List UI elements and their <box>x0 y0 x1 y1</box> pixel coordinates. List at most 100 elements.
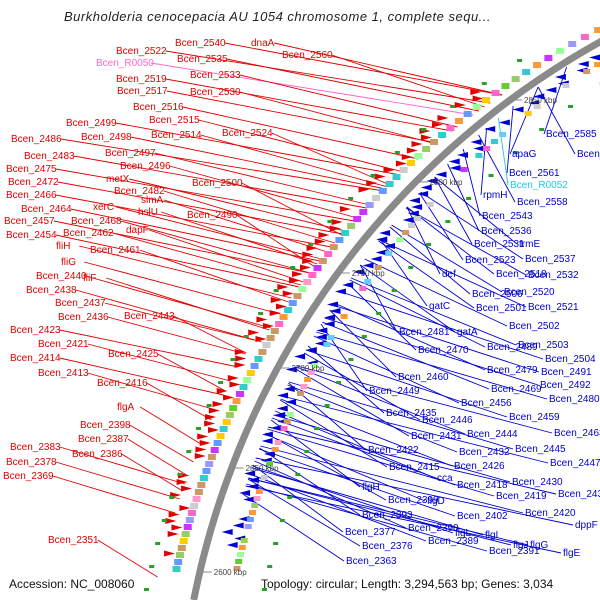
gene-label[interactable]: def <box>442 269 456 280</box>
gene-label[interactable]: Bcen_2489 <box>487 342 538 353</box>
gene-label[interactable]: Bcen_2514 <box>151 130 202 141</box>
gene-label[interactable]: Bcen_2516 <box>133 102 184 113</box>
gene-label[interactable]: apaG <box>512 149 537 160</box>
gene-label[interactable]: Bcen_2498 <box>81 132 132 143</box>
gene-label[interactable]: Bcen_2443 <box>124 311 175 322</box>
gene-label[interactable]: Bcen_2475 <box>6 164 57 175</box>
gene-label[interactable]: Bcen_2535 <box>177 54 228 65</box>
gene-label[interactable]: gatA <box>457 327 478 338</box>
gene-label[interactable]: Bcen_2486 <box>11 134 62 145</box>
gene-label[interactable]: Bcen_2426 <box>454 461 505 472</box>
gene-label[interactable]: Bcen_2416 <box>97 378 148 389</box>
gene-label[interactable]: Bcen_2504 <box>545 354 596 365</box>
gene-label[interactable]: hslU <box>138 207 158 218</box>
gene-label[interactable]: Bcen_2530 <box>190 87 241 98</box>
gene-label[interactable]: flgD <box>427 496 445 507</box>
gene-label[interactable]: Bcen_2398 <box>80 420 131 431</box>
gene-label[interactable]: Bcen_2497 <box>105 148 156 159</box>
gene-label[interactable]: Bcen_2425 <box>108 349 159 360</box>
gene-label[interactable]: Bcen_2463 <box>554 428 600 439</box>
gene-label[interactable]: Bcen_2585 <box>546 129 597 140</box>
gene-label[interactable]: fliH <box>56 241 70 252</box>
gene-label[interactable]: Bcen_2422 <box>368 445 419 456</box>
gene-label[interactable]: Bcen_2377 <box>345 527 396 538</box>
gene-label[interactable]: Bcen_2499 <box>66 118 117 129</box>
gene-label[interactable]: Bcen_2496 <box>120 161 171 172</box>
gene-label[interactable]: Bcen_2481 <box>399 327 450 338</box>
gene-label[interactable]: Bcen_2419 <box>496 491 547 502</box>
gene-label[interactable]: fliF <box>83 273 96 284</box>
gene-label[interactable]: Bcen_2460 <box>398 372 449 383</box>
gene-label[interactable]: Bcen_2532 <box>528 270 579 281</box>
gene-label[interactable]: Bcen_2490 <box>187 210 238 221</box>
gene-label[interactable]: Bcen_2390 <box>408 523 459 534</box>
gene-label[interactable]: Bcen_2479 <box>487 365 538 376</box>
gene-label[interactable]: Bcen_2369 <box>3 471 54 482</box>
gene-label[interactable]: Bcen_2433 <box>558 489 600 500</box>
gene-label[interactable]: Bcen_2540 <box>175 38 226 49</box>
gene-label[interactable]: Bcen_2537 <box>525 254 576 265</box>
gene-label[interactable]: flgI <box>485 530 498 541</box>
gene-label[interactable]: Bcen_2402 <box>457 511 508 522</box>
gene-label[interactable]: Bcen_2430 <box>512 477 563 488</box>
gene-label[interactable]: Bcen_2578 <box>577 149 600 160</box>
gene-label[interactable]: Bcen_2456 <box>461 398 512 409</box>
gene-label[interactable]: Bcen_2501 <box>476 303 527 314</box>
gene-label[interactable]: Bcen_2560 <box>282 50 333 61</box>
gene-label[interactable]: Bcen_2436 <box>58 312 109 323</box>
gene-label[interactable]: Bcen_2414 <box>10 353 61 364</box>
gene-label[interactable]: Bcen_2492 <box>540 380 591 391</box>
gene-label[interactable]: Bcen_2506 <box>472 289 523 300</box>
gene-label[interactable]: Bcen_2423 <box>10 325 61 336</box>
gene-label[interactable]: Bcen_2491 <box>541 367 592 378</box>
gene-label[interactable]: Bcen_2391 <box>489 546 540 557</box>
gene-label[interactable]: Bcen_2457 <box>4 216 55 227</box>
gene-label[interactable]: Bcen_2376 <box>362 541 413 552</box>
gene-label[interactable]: flgJ <box>513 540 529 551</box>
gene-label[interactable]: Bcen_2444 <box>467 429 518 440</box>
gene-label[interactable]: Bcen_2386 <box>72 449 123 460</box>
gene-label[interactable]: slmA <box>141 195 164 206</box>
gene-label[interactable]: Bcen_2558 <box>517 197 568 208</box>
gene-label[interactable]: Bcen_R0052 <box>510 180 568 191</box>
gene-label[interactable]: gatC <box>429 301 450 312</box>
gene-label[interactable]: Bcen_2531 <box>474 239 525 250</box>
gene-label[interactable]: dapF <box>126 225 149 236</box>
gene-label[interactable]: Bcen_2431 <box>411 431 462 442</box>
gene-label[interactable]: rpmH <box>483 190 507 201</box>
gene-label[interactable]: dppF <box>575 520 598 531</box>
gene-label[interactable]: Bcen_2462 <box>63 228 114 239</box>
gene-label[interactable]: Bcen_2520 <box>504 287 555 298</box>
gene-label[interactable]: Bcen_2472 <box>8 177 59 188</box>
gene-label[interactable]: Bcen_2519 <box>116 74 167 85</box>
gene-label[interactable]: Bcen_2389 <box>428 536 479 547</box>
gene-label[interactable]: Bcen_2378 <box>6 457 57 468</box>
gene-label[interactable]: Bcen_2517 <box>117 86 168 97</box>
gene-label[interactable]: Bcen_2470 <box>418 345 469 356</box>
gene-label[interactable]: Bcen_2437 <box>55 298 106 309</box>
gene-label[interactable]: Bcen_2421 <box>38 339 89 350</box>
gene-label[interactable]: Bcen_2446 <box>422 415 473 426</box>
gene-label[interactable]: Bcen_2420 <box>525 508 576 519</box>
gene-label[interactable]: Bcen_2459 <box>509 412 560 423</box>
gene-label[interactable]: Bcen_2524 <box>222 128 273 139</box>
gene-label[interactable]: Bcen_2500 <box>192 178 243 189</box>
gene-label[interactable]: Bcen_2413 <box>38 368 89 379</box>
gene-label[interactable]: Bcen_2480 <box>549 394 600 405</box>
gene-label[interactable]: dnaA <box>251 38 275 49</box>
gene-label[interactable]: trmE <box>519 239 540 250</box>
gene-label[interactable]: flgA <box>117 402 135 413</box>
gene-label[interactable]: Bcen_2502 <box>509 321 560 332</box>
gene-label[interactable]: Bcen_2418 <box>457 480 508 491</box>
gene-label[interactable]: Bcen_2483 <box>24 151 75 162</box>
gene-label[interactable]: flgE <box>563 548 581 559</box>
gene-label[interactable]: Bcen_2461 <box>90 245 141 256</box>
gene-label[interactable]: Bcen_2415 <box>389 462 440 473</box>
gene-label[interactable]: metX <box>106 174 130 185</box>
gene-label[interactable]: Bcen_2533 <box>190 70 241 81</box>
gene-label[interactable]: Bcen_2447 <box>550 458 600 469</box>
gene-label[interactable]: Bcen_2523 <box>465 255 516 266</box>
gene-label[interactable]: Bcen_2518 <box>496 269 547 280</box>
gene-label[interactable]: Bcen_2449 <box>369 386 420 397</box>
gene-label[interactable]: Bcen_2515 <box>149 115 200 126</box>
